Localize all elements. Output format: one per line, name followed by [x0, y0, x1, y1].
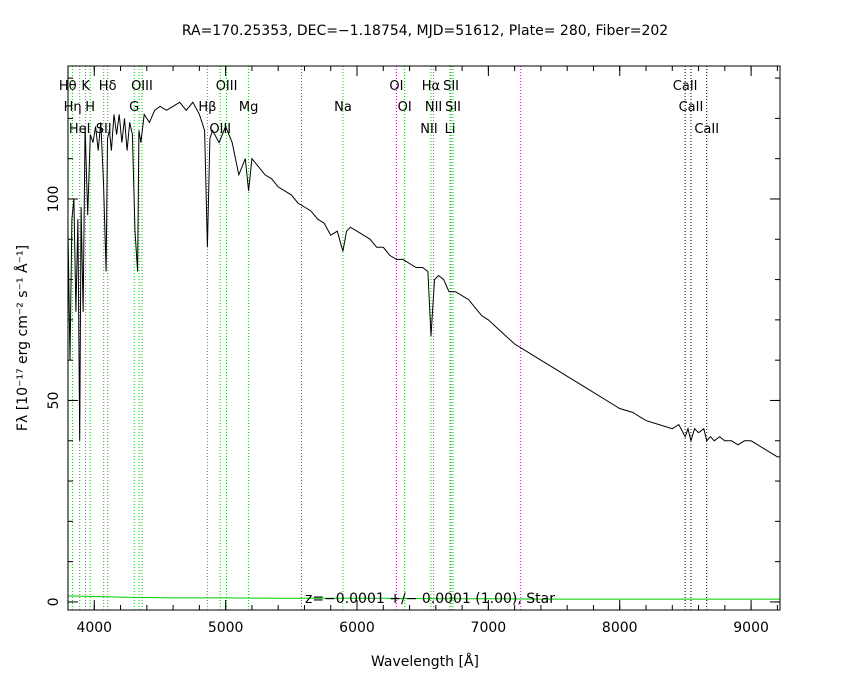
line-label: Hβ	[198, 100, 216, 115]
axis-ticks: 4000 5000 6000 7000 8000 9000 0 50 100	[46, 66, 780, 636]
y-axis-label: Fλ [10⁻¹⁷ erg cm⁻² s⁻¹ Å⁻¹]	[14, 245, 31, 431]
line-label: CaII	[679, 100, 704, 115]
line-label: OIII	[216, 79, 238, 94]
y-tick-label: 0	[46, 597, 62, 606]
line-label: K	[81, 79, 90, 94]
x-tick-label: 4000	[76, 620, 112, 636]
line-label: NII	[420, 122, 437, 137]
plot-frame	[67, 65, 781, 611]
line-label: Li	[445, 122, 456, 137]
x-tick-label: 6000	[339, 620, 375, 636]
x-tick-label: 7000	[471, 620, 507, 636]
line-label: Hα	[422, 79, 440, 94]
line-label: HeI	[69, 122, 91, 137]
y-tick-label: 50	[46, 392, 62, 410]
x-tick-label: 8000	[602, 620, 638, 636]
y-tick-label: 100	[46, 186, 62, 213]
line-label: Na	[334, 100, 352, 115]
spectrum-flux-line	[67, 101, 780, 458]
x-axis-label: Wavelength [Å]	[371, 653, 479, 670]
line-label: Hθ	[59, 79, 77, 94]
line-label: OI	[389, 79, 403, 94]
line-label: NII	[425, 100, 442, 115]
x-tick-label: 5000	[208, 620, 244, 636]
line-label: H	[85, 100, 95, 115]
line-label: Hδ	[99, 79, 117, 94]
line-label: CaII	[694, 122, 719, 137]
spectral-lines	[67, 66, 708, 610]
line-label: Hη	[64, 100, 82, 115]
line-label: OIII	[131, 79, 153, 94]
line-label: OIII	[209, 122, 231, 137]
x-tick-label: 9000	[733, 620, 769, 636]
line-label: SII	[96, 122, 112, 137]
series-layer	[67, 101, 780, 600]
chart-title: RA=170.25353, DEC=−1.18754, MJD=51612, P…	[182, 23, 668, 39]
redshift-annotation: z=−0.0001 +/− 0.0001 (1.00), Star	[305, 591, 555, 607]
line-label: OI	[398, 100, 412, 115]
line-label: Mg	[239, 100, 258, 115]
line-label: G	[129, 100, 139, 115]
line-label: SII	[445, 100, 461, 115]
spectrum-error-line	[67, 595, 780, 600]
line-label: SII	[443, 79, 459, 94]
line-label: CaII	[673, 79, 698, 94]
